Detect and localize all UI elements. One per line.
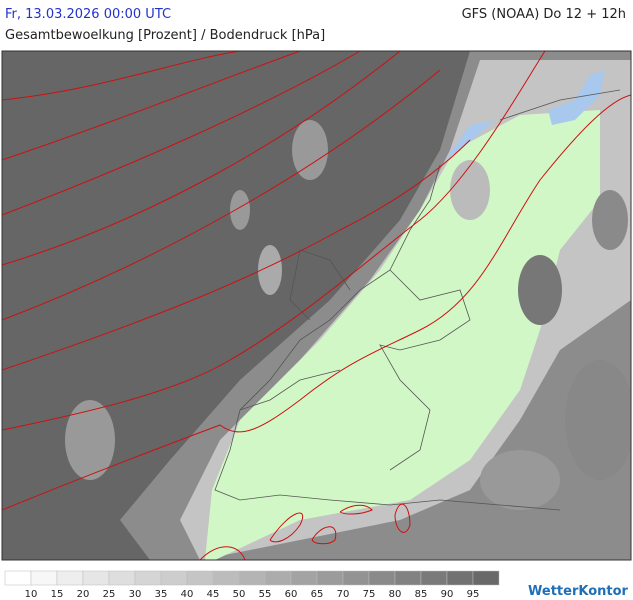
legend-label: 55 <box>259 589 272 600</box>
legend-swatch <box>108 570 136 586</box>
legend-swatch <box>30 570 58 586</box>
legend-swatch <box>56 570 84 586</box>
borders <box>214 89 621 511</box>
cloud <box>592 190 628 250</box>
legend-swatch <box>264 570 292 586</box>
map <box>1 50 632 561</box>
logo: WetterKontor <box>528 584 629 599</box>
legend-label: 25 <box>103 589 116 600</box>
cloud <box>518 255 562 325</box>
isobars <box>2 51 631 560</box>
legend-label: 30 <box>129 589 142 600</box>
timestamp: Fr, 13.03.2026 00:00 UTC <box>5 7 171 22</box>
legend-swatch <box>4 570 32 586</box>
legend-label: 45 <box>207 589 220 600</box>
legend-label: 85 <box>415 589 428 600</box>
legend-label: 35 <box>155 589 168 600</box>
legend-label: 40 <box>181 589 194 600</box>
legend: 10 15 20 25 30 35 40 45 50 55 60 65 70 75 80 85 90 95 <box>4 570 500 600</box>
map-title: Gesamtbewoelkung [Prozent] / Bodendruck … <box>5 28 325 43</box>
legend-swatch <box>446 570 474 586</box>
legend-label: 60 <box>285 589 298 600</box>
cloud <box>230 190 250 230</box>
map-frame <box>1 50 632 561</box>
legend-label: 50 <box>233 589 246 600</box>
legend-label: 95 <box>467 589 480 600</box>
legend-swatch <box>238 570 266 586</box>
legend-label: 20 <box>77 589 90 600</box>
legend-label: 70 <box>337 589 350 600</box>
cloud <box>450 160 490 220</box>
legend-swatch <box>368 570 396 586</box>
legend-label: 75 <box>363 589 376 600</box>
legend-label: 90 <box>441 589 454 600</box>
cloud <box>65 400 115 480</box>
legend-swatch <box>472 570 500 586</box>
legend-swatch <box>290 570 318 586</box>
cloud <box>292 120 328 180</box>
legend-label: 15 <box>51 589 64 600</box>
legend-label: 65 <box>311 589 324 600</box>
legend-swatch <box>160 570 188 586</box>
legend-swatch <box>186 570 214 586</box>
legend-swatch <box>82 570 110 586</box>
model-run: GFS (NOAA) Do 12 + 12h <box>462 7 626 22</box>
legend-swatch <box>212 570 240 586</box>
clear-area <box>205 110 600 560</box>
legend-label: 80 <box>389 589 402 600</box>
legend-swatch <box>316 570 344 586</box>
cloud <box>565 360 631 480</box>
legend-swatch <box>134 570 162 586</box>
legend-swatch <box>394 570 422 586</box>
cloud <box>258 245 282 295</box>
cloud <box>480 450 560 510</box>
legend-swatch <box>342 570 370 586</box>
legend-swatch <box>420 570 448 586</box>
legend-label: 10 <box>25 589 38 600</box>
